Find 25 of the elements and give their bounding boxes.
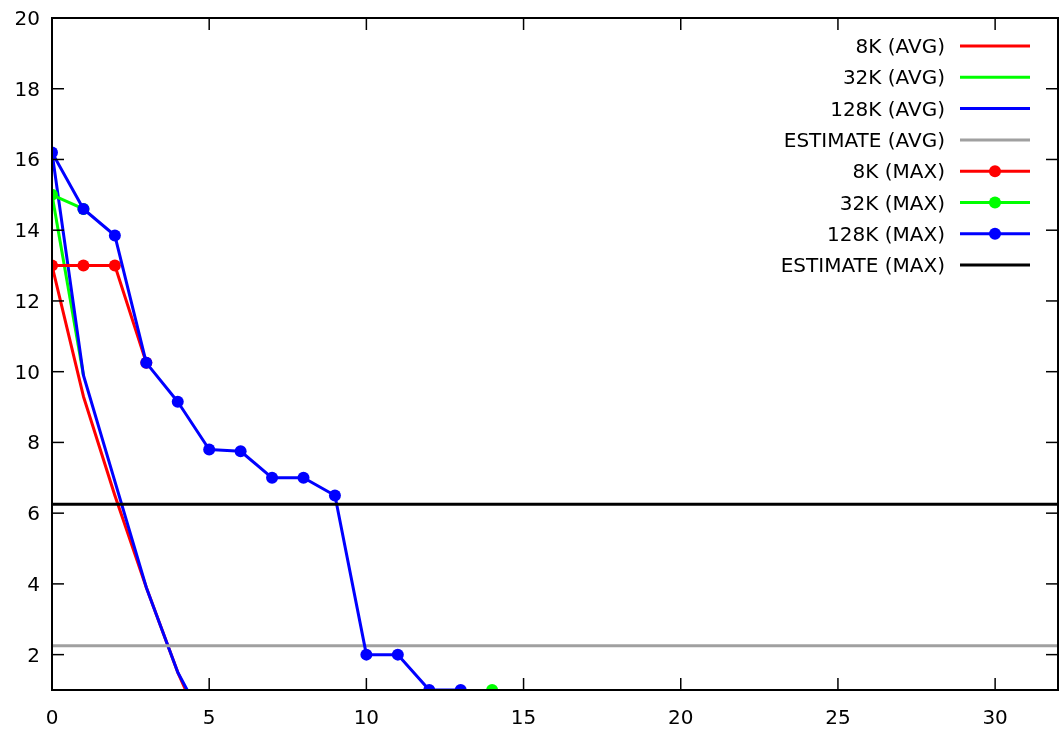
y-tick-label: 16	[14, 147, 40, 172]
y-tick-label: 8	[27, 430, 40, 455]
x-tick-label: 5	[202, 705, 216, 729]
y-tick-label: 4	[27, 571, 40, 596]
x-tick-label: 0	[45, 705, 59, 729]
legend-label: ESTIMATE (AVG)	[783, 127, 945, 152]
legend-label: ESTIMATE (MAX)	[780, 253, 945, 278]
legend-label: 8K (MAX)	[852, 159, 945, 184]
y-tick-label: 10	[14, 359, 40, 384]
legend-label: 128K (AVG)	[830, 96, 945, 121]
x-tick-label: 20	[668, 705, 694, 729]
x-tick-label: 15	[510, 705, 537, 729]
y-tick-label: 20	[14, 6, 40, 30]
x-tick-label: 10	[353, 705, 380, 729]
legend-label: 128K (MAX)	[827, 221, 945, 246]
x-tick-label: 25	[825, 705, 851, 729]
legend-label: 32K (AVG)	[842, 65, 945, 90]
y-tick-label: 18	[14, 76, 40, 101]
y-tick-label: 14	[14, 218, 40, 243]
legend-label: 32K (MAX)	[839, 190, 945, 215]
y-tick-label: 2	[27, 642, 40, 667]
y-tick-label: 12	[14, 288, 40, 313]
legend-label: 8K (AVG)	[855, 34, 945, 58]
x-tick-label: 30	[982, 705, 1008, 729]
y-tick-label: 6	[27, 501, 40, 526]
